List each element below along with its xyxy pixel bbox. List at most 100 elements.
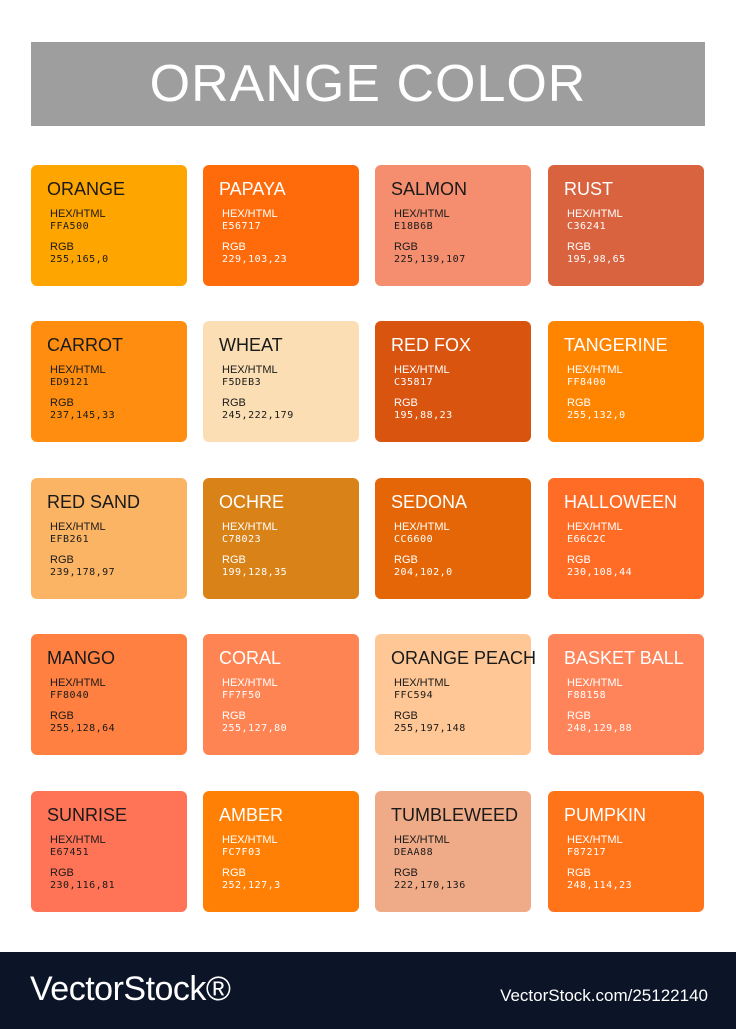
color-swatch: SEDONA HEX/HTML CC6600 RGB 204,102,0 (375, 478, 531, 599)
swatch-name: WHEAT (219, 335, 283, 355)
hex-label: HEX/HTML (567, 677, 623, 689)
rgb-value: 255,127,80 (222, 723, 288, 734)
hex-value: DEAA88 (394, 847, 434, 858)
rgb-label: RGB (567, 867, 591, 879)
hex-value: EFB261 (50, 534, 90, 545)
hex-label: HEX/HTML (222, 677, 278, 689)
rgb-label: RGB (50, 554, 74, 566)
color-swatch: AMBER HEX/HTML FC7F03 RGB 252,127,3 (203, 791, 359, 912)
hex-value: ED9121 (50, 377, 90, 388)
swatch-name: PAPAYA (219, 179, 286, 199)
hex-label: HEX/HTML (567, 834, 623, 846)
hex-value: F87217 (567, 847, 607, 858)
swatch-name: TANGERINE (564, 335, 668, 355)
rgb-label: RGB (50, 710, 74, 722)
footer: VectorStock® VectorStock.com/25122140 (0, 952, 736, 1029)
rgb-label: RGB (567, 241, 591, 253)
hex-value: F88158 (567, 690, 607, 701)
color-swatch: RED SAND HEX/HTML EFB261 RGB 239,178,97 (31, 478, 187, 599)
rgb-value: 245,222,179 (222, 410, 294, 421)
rgb-value: 204,102,0 (394, 567, 453, 578)
hex-label: HEX/HTML (222, 364, 278, 376)
rgb-label: RGB (50, 867, 74, 879)
rgb-value: 255,128,64 (50, 723, 116, 734)
rgb-label: RGB (394, 710, 418, 722)
hex-value: E67451 (50, 847, 90, 858)
color-swatch: PUMPKIN HEX/HTML F87217 RGB 248,114,23 (548, 791, 704, 912)
rgb-value: 199,128,35 (222, 567, 288, 578)
rgb-value: 255,132,0 (567, 410, 626, 421)
rgb-label: RGB (222, 867, 246, 879)
hex-label: HEX/HTML (50, 677, 106, 689)
color-swatch: CORAL HEX/HTML FF7F50 RGB 255,127,80 (203, 634, 359, 755)
rgb-value: 252,127,3 (222, 880, 281, 891)
hex-value: C36241 (567, 221, 607, 232)
hex-label: HEX/HTML (394, 834, 450, 846)
swatch-name: HALLOWEEN (564, 492, 678, 512)
swatch-name: CORAL (219, 648, 282, 668)
swatch-name: MANGO (47, 648, 116, 668)
rgb-label: RGB (567, 397, 591, 409)
hex-value: FF8040 (50, 690, 90, 701)
hex-label: HEX/HTML (50, 521, 106, 533)
hex-label: HEX/HTML (394, 208, 450, 220)
hex-label: HEX/HTML (50, 208, 106, 220)
rgb-label: RGB (567, 710, 591, 722)
color-swatch: HALLOWEEN HEX/HTML E66C2C RGB 230,108,44 (548, 478, 704, 599)
rgb-value: 230,108,44 (567, 567, 633, 578)
vectorstock-logo: VectorStock® (30, 970, 231, 1008)
hex-value: FF8400 (567, 377, 607, 388)
swatch-name: RUST (564, 179, 613, 199)
hex-label: HEX/HTML (50, 834, 106, 846)
rgb-value: 248,129,88 (567, 723, 633, 734)
color-swatch: RED FOX HEX/HTML C35817 RGB 195,88,23 (375, 321, 531, 442)
rgb-label: RGB (50, 241, 74, 253)
hex-label: HEX/HTML (50, 364, 106, 376)
rgb-label: RGB (222, 554, 246, 566)
swatch-name: RED FOX (391, 335, 472, 355)
rgb-value: 248,114,23 (567, 880, 633, 891)
rgb-value: 239,178,97 (50, 567, 116, 578)
hex-value: C78023 (222, 534, 262, 545)
color-swatch: ORANGE PEACH HEX/HTML FFC594 RGB 255,197,148 (375, 634, 536, 755)
rgb-label: RGB (394, 241, 418, 253)
hex-label: HEX/HTML (222, 521, 278, 533)
rgb-value: 195,88,23 (394, 410, 453, 421)
rgb-value: 230,116,81 (50, 880, 116, 891)
hex-value: FFC594 (394, 690, 434, 701)
rgb-value: 222,170,136 (394, 880, 466, 891)
hex-label: HEX/HTML (222, 208, 278, 220)
title-banner: ORANGE COLOR (31, 42, 705, 126)
hex-value: E56717 (222, 221, 262, 232)
hex-label: HEX/HTML (222, 834, 278, 846)
swatch-name: AMBER (219, 805, 284, 825)
rgb-label: RGB (394, 867, 418, 879)
hex-value: FC7F03 (222, 847, 262, 858)
swatch-grid: ORANGE HEX/HTML FFA500 RGB 255,165,0 PAPAYA HE… (31, 165, 704, 912)
swatch-name: ORANGE (47, 179, 126, 199)
rgb-value: 225,139,107 (394, 254, 466, 265)
hex-label: HEX/HTML (394, 677, 450, 689)
rgb-value: 195,98,65 (567, 254, 626, 265)
hex-label: HEX/HTML (567, 521, 623, 533)
rgb-label: RGB (50, 397, 74, 409)
hex-value: C35817 (394, 377, 434, 388)
rgb-label: RGB (222, 241, 246, 253)
rgb-value: 255,197,148 (394, 723, 466, 734)
color-swatch: WHEAT HEX/HTML F5DEB3 RGB 245,222,179 (203, 321, 359, 442)
color-swatch: SUNRISE HEX/HTML E67451 RGB 230,116,81 (31, 791, 187, 912)
hex-label: HEX/HTML (567, 364, 623, 376)
color-swatch: ORANGE HEX/HTML FFA500 RGB 255,165,0 (31, 165, 187, 286)
swatch-name: BASKET BALL (564, 648, 684, 668)
color-swatch: MANGO HEX/HTML FF8040 RGB 255,128,64 (31, 634, 187, 755)
color-swatch: BASKET BALL HEX/HTML F88158 RGB 248,129,88 (548, 634, 704, 755)
hex-value: FF7F50 (222, 690, 262, 701)
hex-value: E18B6B (394, 221, 434, 232)
swatch-name: SUNRISE (47, 805, 128, 825)
rgb-label: RGB (222, 710, 246, 722)
swatch-name: RED SAND (47, 492, 141, 512)
rgb-value: 255,165,0 (50, 254, 109, 265)
color-swatch: CARROT HEX/HTML ED9121 RGB 237,145,33 (31, 321, 187, 442)
swatch-name: SEDONA (391, 492, 468, 512)
rgb-value: 237,145,33 (50, 410, 116, 421)
